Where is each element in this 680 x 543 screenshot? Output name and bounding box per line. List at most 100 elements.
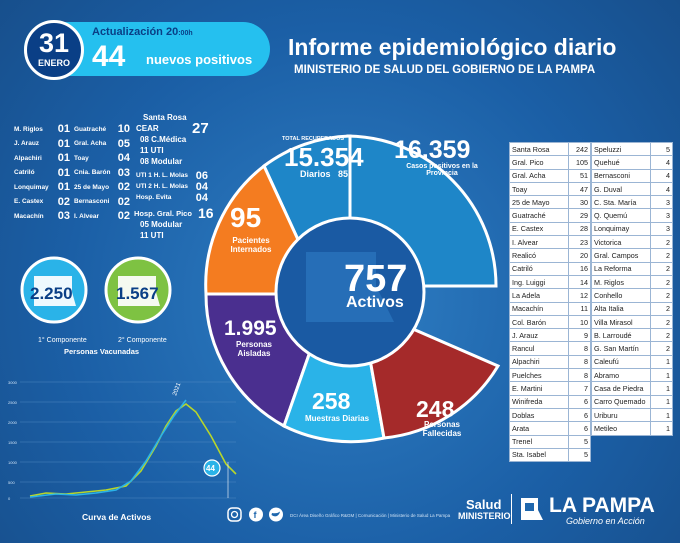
active-label: Activos [346, 294, 404, 311]
locality-row: J. Arauz 01 [14, 137, 70, 150]
page-subtitle: MINISTERIO DE SALUD DEL GOBIERNO DE LA P… [294, 64, 596, 76]
isolated-label: Personas Aisladas [235, 340, 273, 358]
table-row: Lonquimay 3 [591, 221, 673, 237]
instagram-icon [227, 507, 242, 522]
table-row: Doblas 6 [509, 407, 591, 423]
locality-row: Macachín 03 [14, 210, 70, 223]
table-row: E. Martini 7 [509, 381, 591, 396]
vaccine-second-dose: 1.567 [116, 284, 159, 303]
footer-credits: DCI Área Diseño Gráfico R&GM | Comunicac… [290, 513, 451, 518]
table-row: Bernasconi 4 [591, 168, 673, 183]
brand-tagline: Gobierno en Acción [566, 516, 645, 526]
table-row: Sta. Isabel 5 [509, 447, 591, 463]
date-month: ENERO [37, 58, 70, 68]
curve-title: Curva de Activos [82, 512, 152, 522]
table-row: Toay 47 [509, 181, 591, 197]
table-row: C. Sta. María 3 [591, 195, 673, 210]
svg-text:f: f [254, 510, 258, 520]
table-row: M. Riglos 2 [591, 274, 673, 290]
vaccine-second-label: 2° Componente [118, 337, 167, 344]
table-row: Victorica 2 [591, 235, 673, 250]
santa-rosa-lines: 08 C.Médica 11 UTI 08 Modular [140, 135, 187, 166]
molas-list: UTI 1 H. L. Molas 06 UTI 2 H. L. Molas 04 … [136, 169, 208, 204]
social-icons: f [227, 507, 283, 522]
locality-table-right: Speluzzi 5 Quehué 4 Bernasconi 4 G. Duval 4 C. S… [591, 141, 673, 436]
table-row: Rancul 8 [509, 341, 591, 356]
table-row: I. Alvear 23 [509, 235, 591, 250]
table-row: Speluzzi 5 [591, 141, 673, 157]
locality-list-mid: Guatraché 10 Gral. Acha 05 Toay 04 Cnia. Barón… [74, 122, 130, 224]
deceased-label: Personas Fallecidas [422, 420, 462, 438]
table-row: Casa de Piedra 1 [591, 381, 673, 396]
table-row: La Adela 12 [509, 288, 591, 303]
deceased-total: 248 [416, 396, 455, 422]
table-row: Gral. Campos 2 [591, 248, 673, 263]
locality-list-left: M. Riglos 01 J. Arauz 01 Alpachiri 01 Catriló 0… [14, 122, 70, 224]
stats-wheel [204, 134, 501, 444]
vaccine-circles [20, 256, 172, 324]
table-row: Puelches 8 [509, 368, 591, 383]
la-pampa-logo-icon [521, 498, 543, 520]
table-row: Col. Barón 10 [509, 314, 591, 330]
vaccine-caption: Personas Vacunadas [64, 347, 140, 356]
active-curve-chart: 3000 2500 2000 1500 1000 500 0 2021 44 [8, 380, 237, 501]
table-row: Gral. Acha 51 [509, 168, 591, 183]
ministerio-label: MINISTERIO [458, 511, 511, 521]
table-row: Ing. Luiggi 14 [509, 274, 591, 290]
table-row: Gral. Pico 105 [509, 155, 591, 170]
samples-total: 258 [312, 388, 351, 414]
table-row: G. Duval 4 [591, 181, 673, 197]
table-row: Macachín 11 [509, 301, 591, 316]
table-row: Caleufú 1 [591, 354, 673, 370]
y-tick: 1000 [8, 460, 18, 465]
locality-row: Alpachiri 01 [14, 152, 70, 165]
y-tick: 3000 [8, 380, 18, 385]
table-row: 25 de Mayo 30 [509, 195, 591, 210]
update-time: Actualización 20:00h [92, 26, 193, 38]
y-tick: 1500 [8, 440, 18, 445]
footer-divider [511, 494, 512, 524]
table-row: J. Arauz 9 [509, 328, 591, 343]
table-row: Trenel 5 [509, 434, 591, 449]
pico-label: Hosp. Gral. Pico [134, 209, 192, 218]
brand-name: LA PAMPA [549, 494, 655, 517]
hospital-total: 95 [230, 202, 262, 233]
locality-row: Gral. Acha 05 [74, 137, 130, 150]
table-row: Alta Italia 2 [591, 301, 673, 316]
table-row: Abramo 1 [591, 368, 673, 383]
table-row: Q. Quemú 3 [591, 208, 673, 223]
recovered-total: 15.354 [284, 142, 364, 172]
locality-row: Cnia. Barón 03 [74, 166, 130, 179]
locality-row: I. Alvear 02 [74, 210, 130, 223]
y-tick: 2000 [8, 420, 18, 425]
curve-peak-label: 2021 [172, 381, 182, 396]
y-tick: 2500 [8, 400, 18, 405]
date-day: 31 [38, 28, 70, 58]
table-row: Carro Quemado 1 [591, 394, 673, 409]
recovered-daily: Diarios 85 [300, 169, 349, 179]
locality-row: Toay 04 [74, 152, 130, 165]
locality-row: M. Riglos 01 [14, 123, 70, 136]
santa-rosa-title: Santa Rosa [143, 113, 187, 122]
facebook-icon [249, 507, 263, 522]
vaccine-first-dose: 2.250 [30, 284, 73, 303]
new-positives-label: nuevos positivos [146, 52, 253, 67]
table-row: Santa Rosa 242 [509, 141, 591, 157]
table-row: Guatraché 29 [509, 208, 591, 223]
table-row: Villa Mirasol 2 [591, 314, 673, 330]
date-badge: 31 ENERO [24, 20, 84, 80]
table-row: Arata 6 [509, 421, 591, 436]
locality-row: 25 de Mayo 02 [74, 181, 130, 194]
table-row: Winifreda 6 [509, 394, 591, 409]
table-row: Quehué 4 [591, 155, 673, 170]
salud-label: Salud [466, 497, 502, 512]
locality-table-left: Santa Rosa 242 Gral. Pico 105 Gral. Acha 51 To… [509, 141, 591, 463]
y-tick: 500 [8, 480, 15, 485]
locality-row: Catriló 01 [14, 166, 70, 179]
isolated-total: 1.995 [224, 317, 277, 340]
table-row: Realicó 20 [509, 248, 591, 263]
cear-value: 27 [192, 120, 209, 137]
table-row: La Reforma 2 [591, 261, 673, 276]
cases-label: Casos positivos en la Provincia [406, 163, 478, 177]
table-row: Catriló 16 [509, 261, 591, 276]
